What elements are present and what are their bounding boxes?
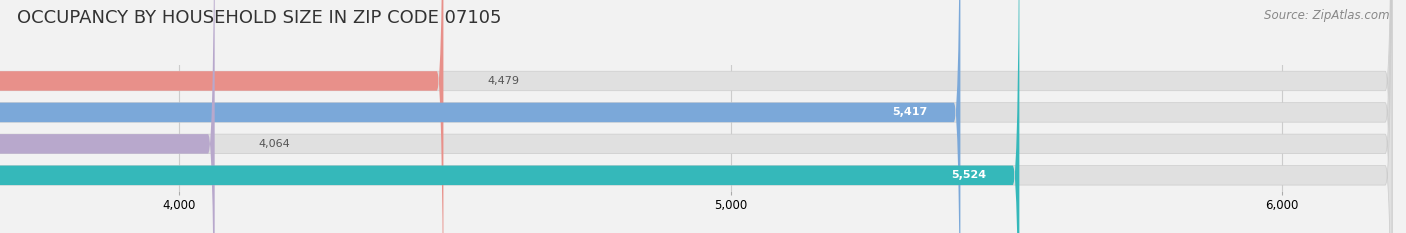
FancyBboxPatch shape bbox=[0, 0, 1019, 233]
FancyBboxPatch shape bbox=[0, 0, 443, 233]
Text: 5,524: 5,524 bbox=[952, 170, 986, 180]
Text: 4,479: 4,479 bbox=[488, 76, 519, 86]
Text: Source: ZipAtlas.com: Source: ZipAtlas.com bbox=[1264, 9, 1389, 22]
FancyBboxPatch shape bbox=[0, 0, 960, 233]
Text: OCCUPANCY BY HOUSEHOLD SIZE IN ZIP CODE 07105: OCCUPANCY BY HOUSEHOLD SIZE IN ZIP CODE … bbox=[17, 9, 502, 27]
FancyBboxPatch shape bbox=[0, 0, 215, 233]
Text: 4,064: 4,064 bbox=[259, 139, 291, 149]
Text: 5,417: 5,417 bbox=[891, 107, 928, 117]
